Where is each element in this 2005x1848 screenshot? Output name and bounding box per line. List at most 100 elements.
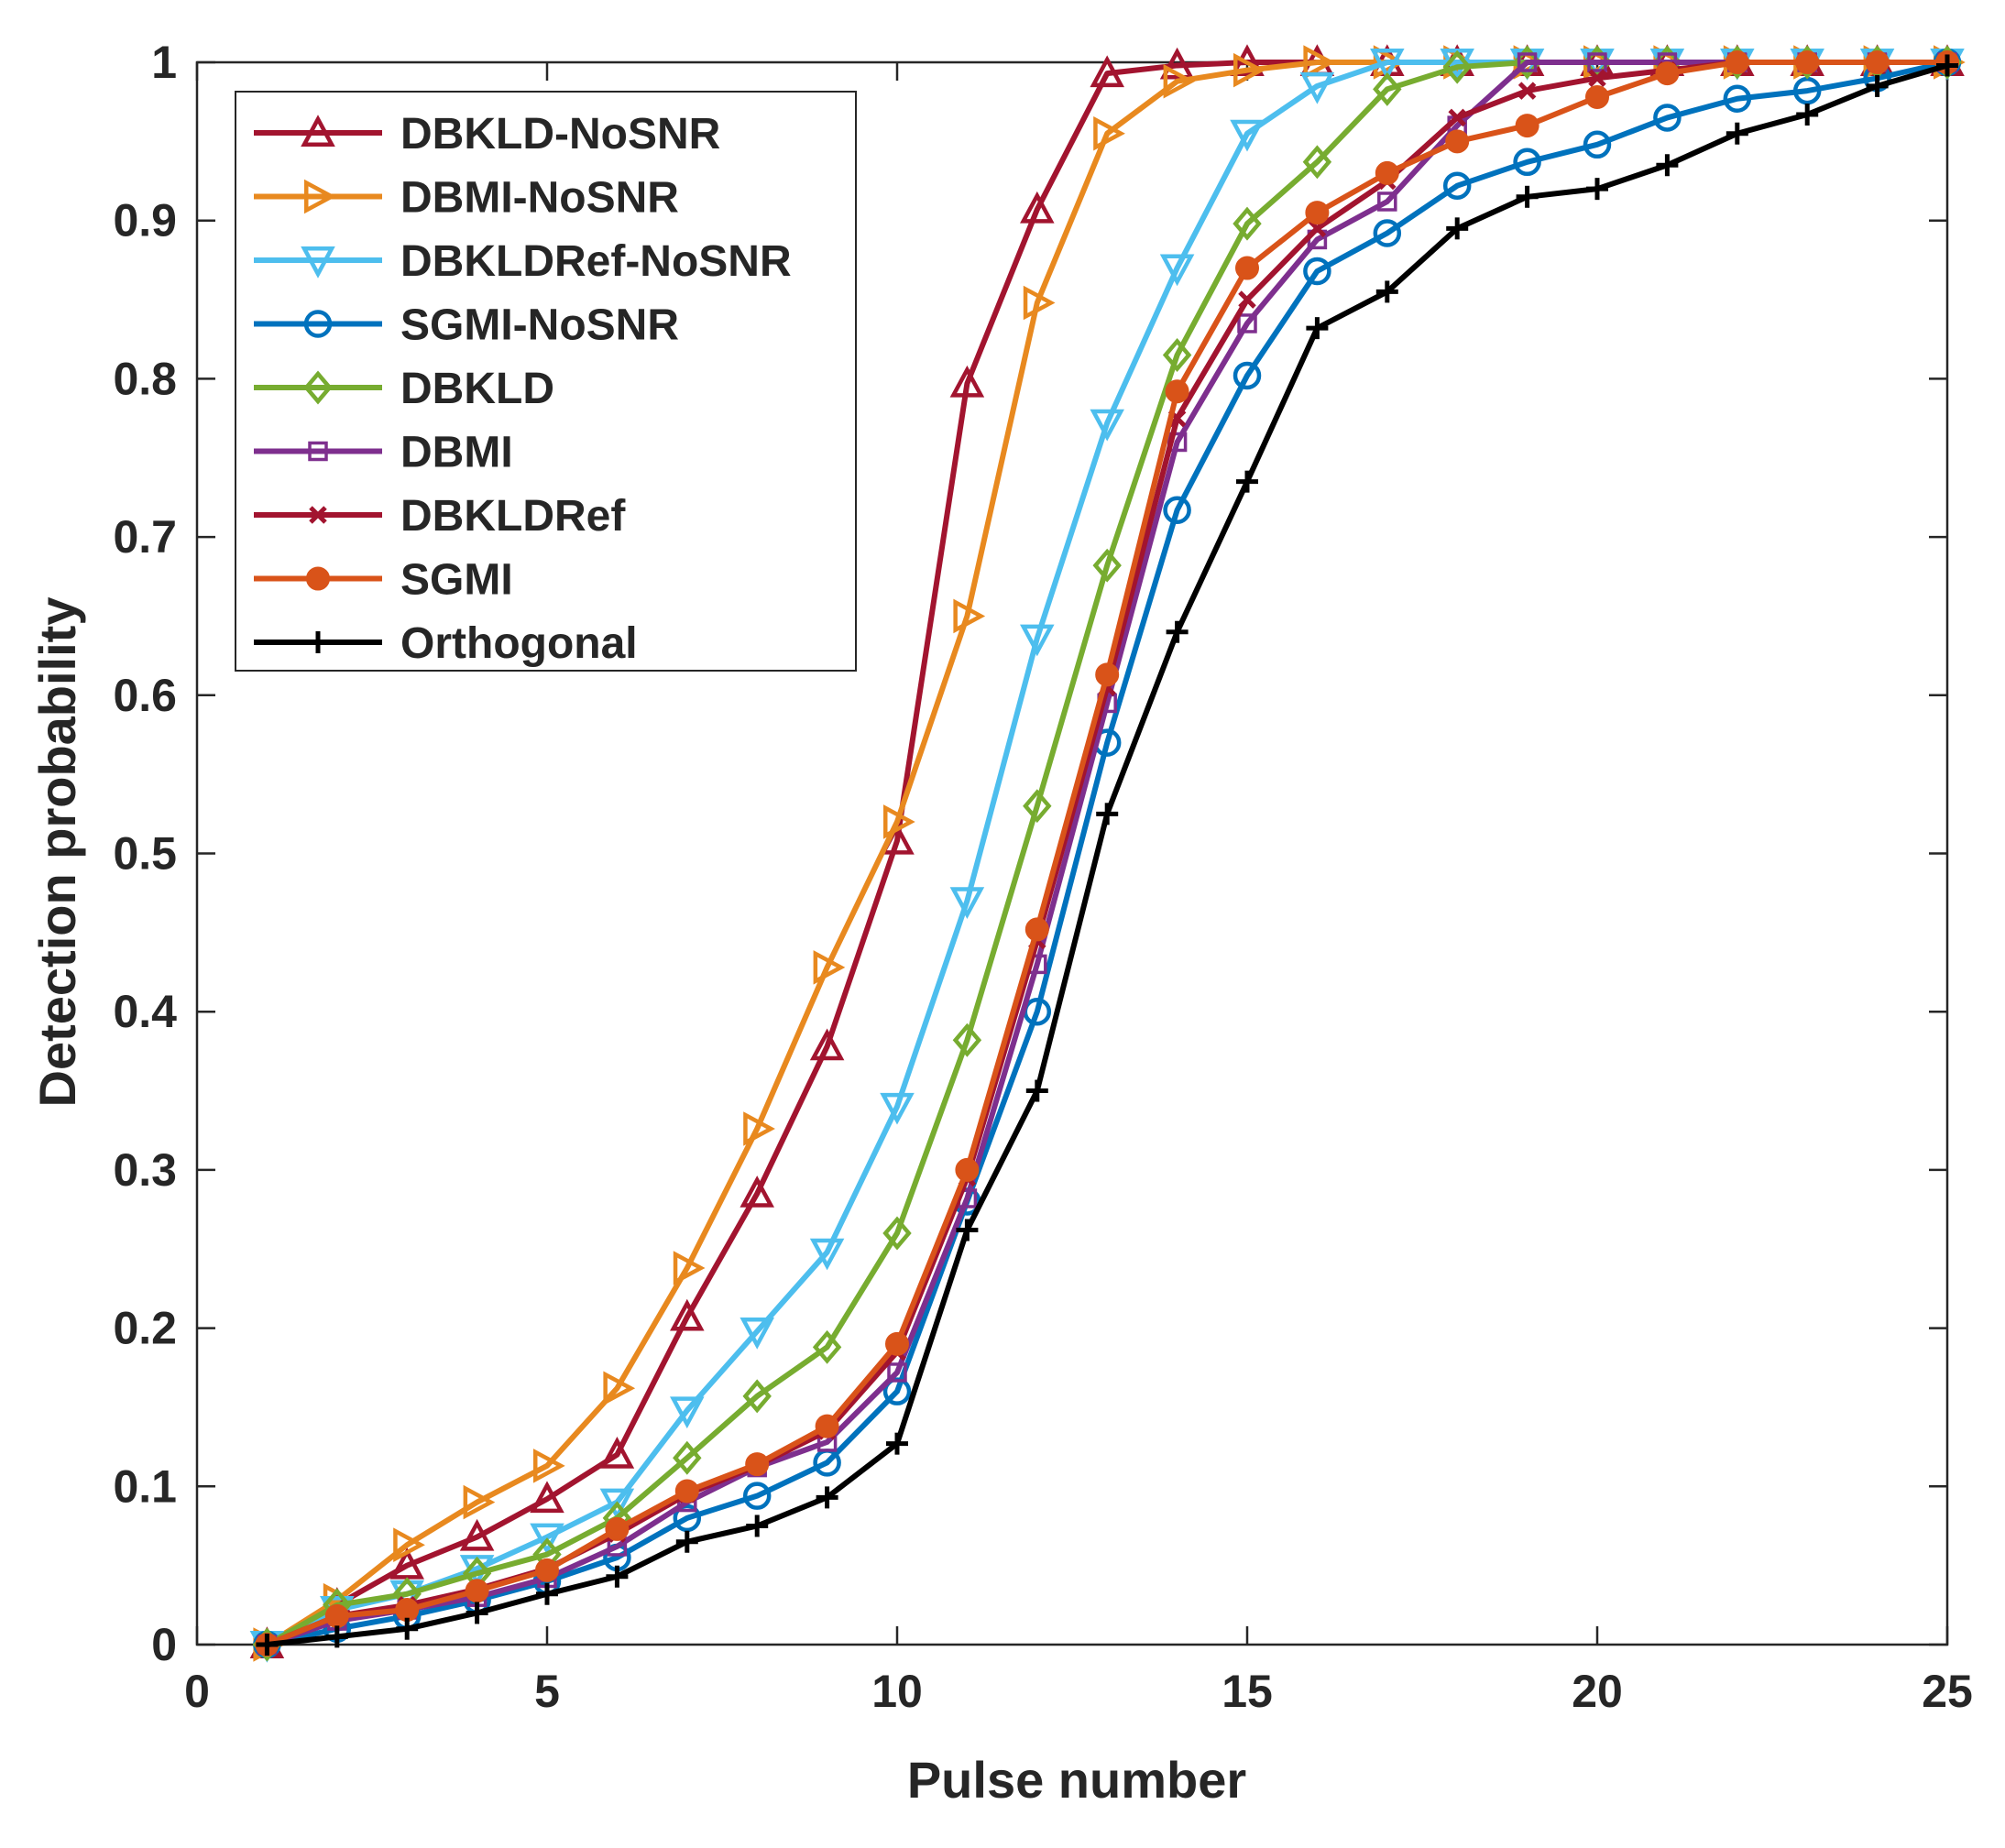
series-orthogonal xyxy=(256,54,1958,1656)
data-point xyxy=(1723,84,1752,113)
data-point xyxy=(256,1634,279,1656)
data-point xyxy=(1377,191,1397,212)
data-point xyxy=(599,1488,635,1521)
data-point xyxy=(1516,185,1539,208)
data-point xyxy=(740,1176,774,1208)
data-point xyxy=(1302,145,1332,180)
data-point xyxy=(530,1481,564,1514)
legend-label: DBKLDRef-NoSNR xyxy=(400,237,792,286)
data-point xyxy=(1513,148,1541,177)
data-point xyxy=(1866,74,1889,97)
legend-marker xyxy=(304,179,336,214)
marker-stroke xyxy=(1238,290,1256,309)
legend-label: SGMI xyxy=(400,556,513,605)
data-point xyxy=(1442,171,1472,200)
data-point xyxy=(1090,55,1124,88)
data-point xyxy=(465,1579,489,1603)
legend-label: DBKLDRef xyxy=(400,492,626,541)
data-point xyxy=(673,1504,702,1533)
data-point xyxy=(603,1371,636,1405)
data-point xyxy=(1306,317,1329,340)
marker-stroke xyxy=(1167,409,1187,428)
x-tick-label: 0 xyxy=(184,1666,210,1717)
x-tick-label: 25 xyxy=(1922,1666,1973,1717)
legend-box xyxy=(235,91,857,672)
data-point xyxy=(1795,50,1820,74)
y-tick-label: 0 xyxy=(151,1619,177,1670)
y-tick-label: 0.9 xyxy=(113,195,177,246)
data-point xyxy=(743,1111,775,1146)
data-point xyxy=(1233,52,1265,88)
data-point xyxy=(1233,206,1262,241)
data-point xyxy=(1235,256,1259,280)
data-point xyxy=(742,1379,772,1414)
marker-stroke xyxy=(1588,69,1606,88)
data-point xyxy=(953,598,986,634)
data-point xyxy=(809,1028,845,1061)
legend-entry: DBKLDRef-NoSNR xyxy=(254,237,792,286)
data-point xyxy=(1796,103,1819,126)
series-sgmi xyxy=(255,50,1959,1657)
data-point xyxy=(673,1440,702,1475)
data-point xyxy=(949,887,985,920)
data-point xyxy=(325,1625,348,1648)
data-point xyxy=(1023,789,1052,824)
data-point xyxy=(1936,54,1958,77)
data-point xyxy=(1163,63,1196,99)
data-point xyxy=(1587,52,1607,72)
data-point xyxy=(1375,160,1399,185)
data-point xyxy=(463,1484,496,1520)
data-point xyxy=(1370,49,1405,81)
data-point xyxy=(1445,129,1470,154)
data-point xyxy=(1305,201,1330,225)
y-tick-label: 0.2 xyxy=(113,1303,177,1354)
y-tick-label: 0.6 xyxy=(113,670,177,721)
data-point xyxy=(1586,178,1608,201)
data-point xyxy=(1588,69,1606,88)
data-point xyxy=(949,365,985,398)
data-point xyxy=(1233,361,1262,390)
data-point xyxy=(1230,119,1265,152)
data-point xyxy=(1159,254,1195,287)
data-point xyxy=(812,1329,842,1364)
data-point xyxy=(533,1449,565,1483)
legend-label: DBMI xyxy=(400,429,513,477)
legend-entry: DBMI xyxy=(254,429,513,477)
x-tick-label: 15 xyxy=(1222,1666,1273,1717)
data-point xyxy=(1865,50,1890,74)
data-point xyxy=(1583,130,1612,159)
data-point xyxy=(1303,257,1331,286)
data-point xyxy=(745,1452,770,1477)
legend-entry: DBKLDRef xyxy=(254,492,626,541)
data-point xyxy=(1308,219,1327,238)
marker-stroke xyxy=(1448,108,1466,127)
data-point xyxy=(670,1396,705,1429)
y-tick-label: 0.7 xyxy=(113,511,177,563)
data-point xyxy=(1725,50,1749,74)
y-tick-label: 0.5 xyxy=(113,828,177,880)
y-tick-label: 1 xyxy=(151,37,177,88)
data-point xyxy=(675,1530,698,1553)
data-point xyxy=(1373,45,1406,80)
data-point xyxy=(880,1092,915,1125)
data-point xyxy=(887,1362,907,1383)
data-point xyxy=(886,1432,908,1455)
data-point xyxy=(530,1523,564,1556)
legend-marker xyxy=(303,310,333,338)
data-point xyxy=(536,1582,558,1605)
data-point xyxy=(673,1251,706,1285)
data-point xyxy=(1303,45,1336,80)
data-point xyxy=(1159,47,1195,80)
data-point xyxy=(742,1482,772,1510)
data-point xyxy=(1024,917,1049,942)
x-tick-label: 10 xyxy=(871,1666,923,1717)
y-axis-label: Detection probability xyxy=(28,597,86,1108)
legend-marker xyxy=(303,370,333,405)
data-point xyxy=(1236,470,1258,493)
legend-entry: SGMI-NoSNR xyxy=(254,301,679,350)
marker-stroke xyxy=(1517,82,1537,100)
data-point xyxy=(885,1331,909,1356)
data-point xyxy=(1020,624,1055,657)
